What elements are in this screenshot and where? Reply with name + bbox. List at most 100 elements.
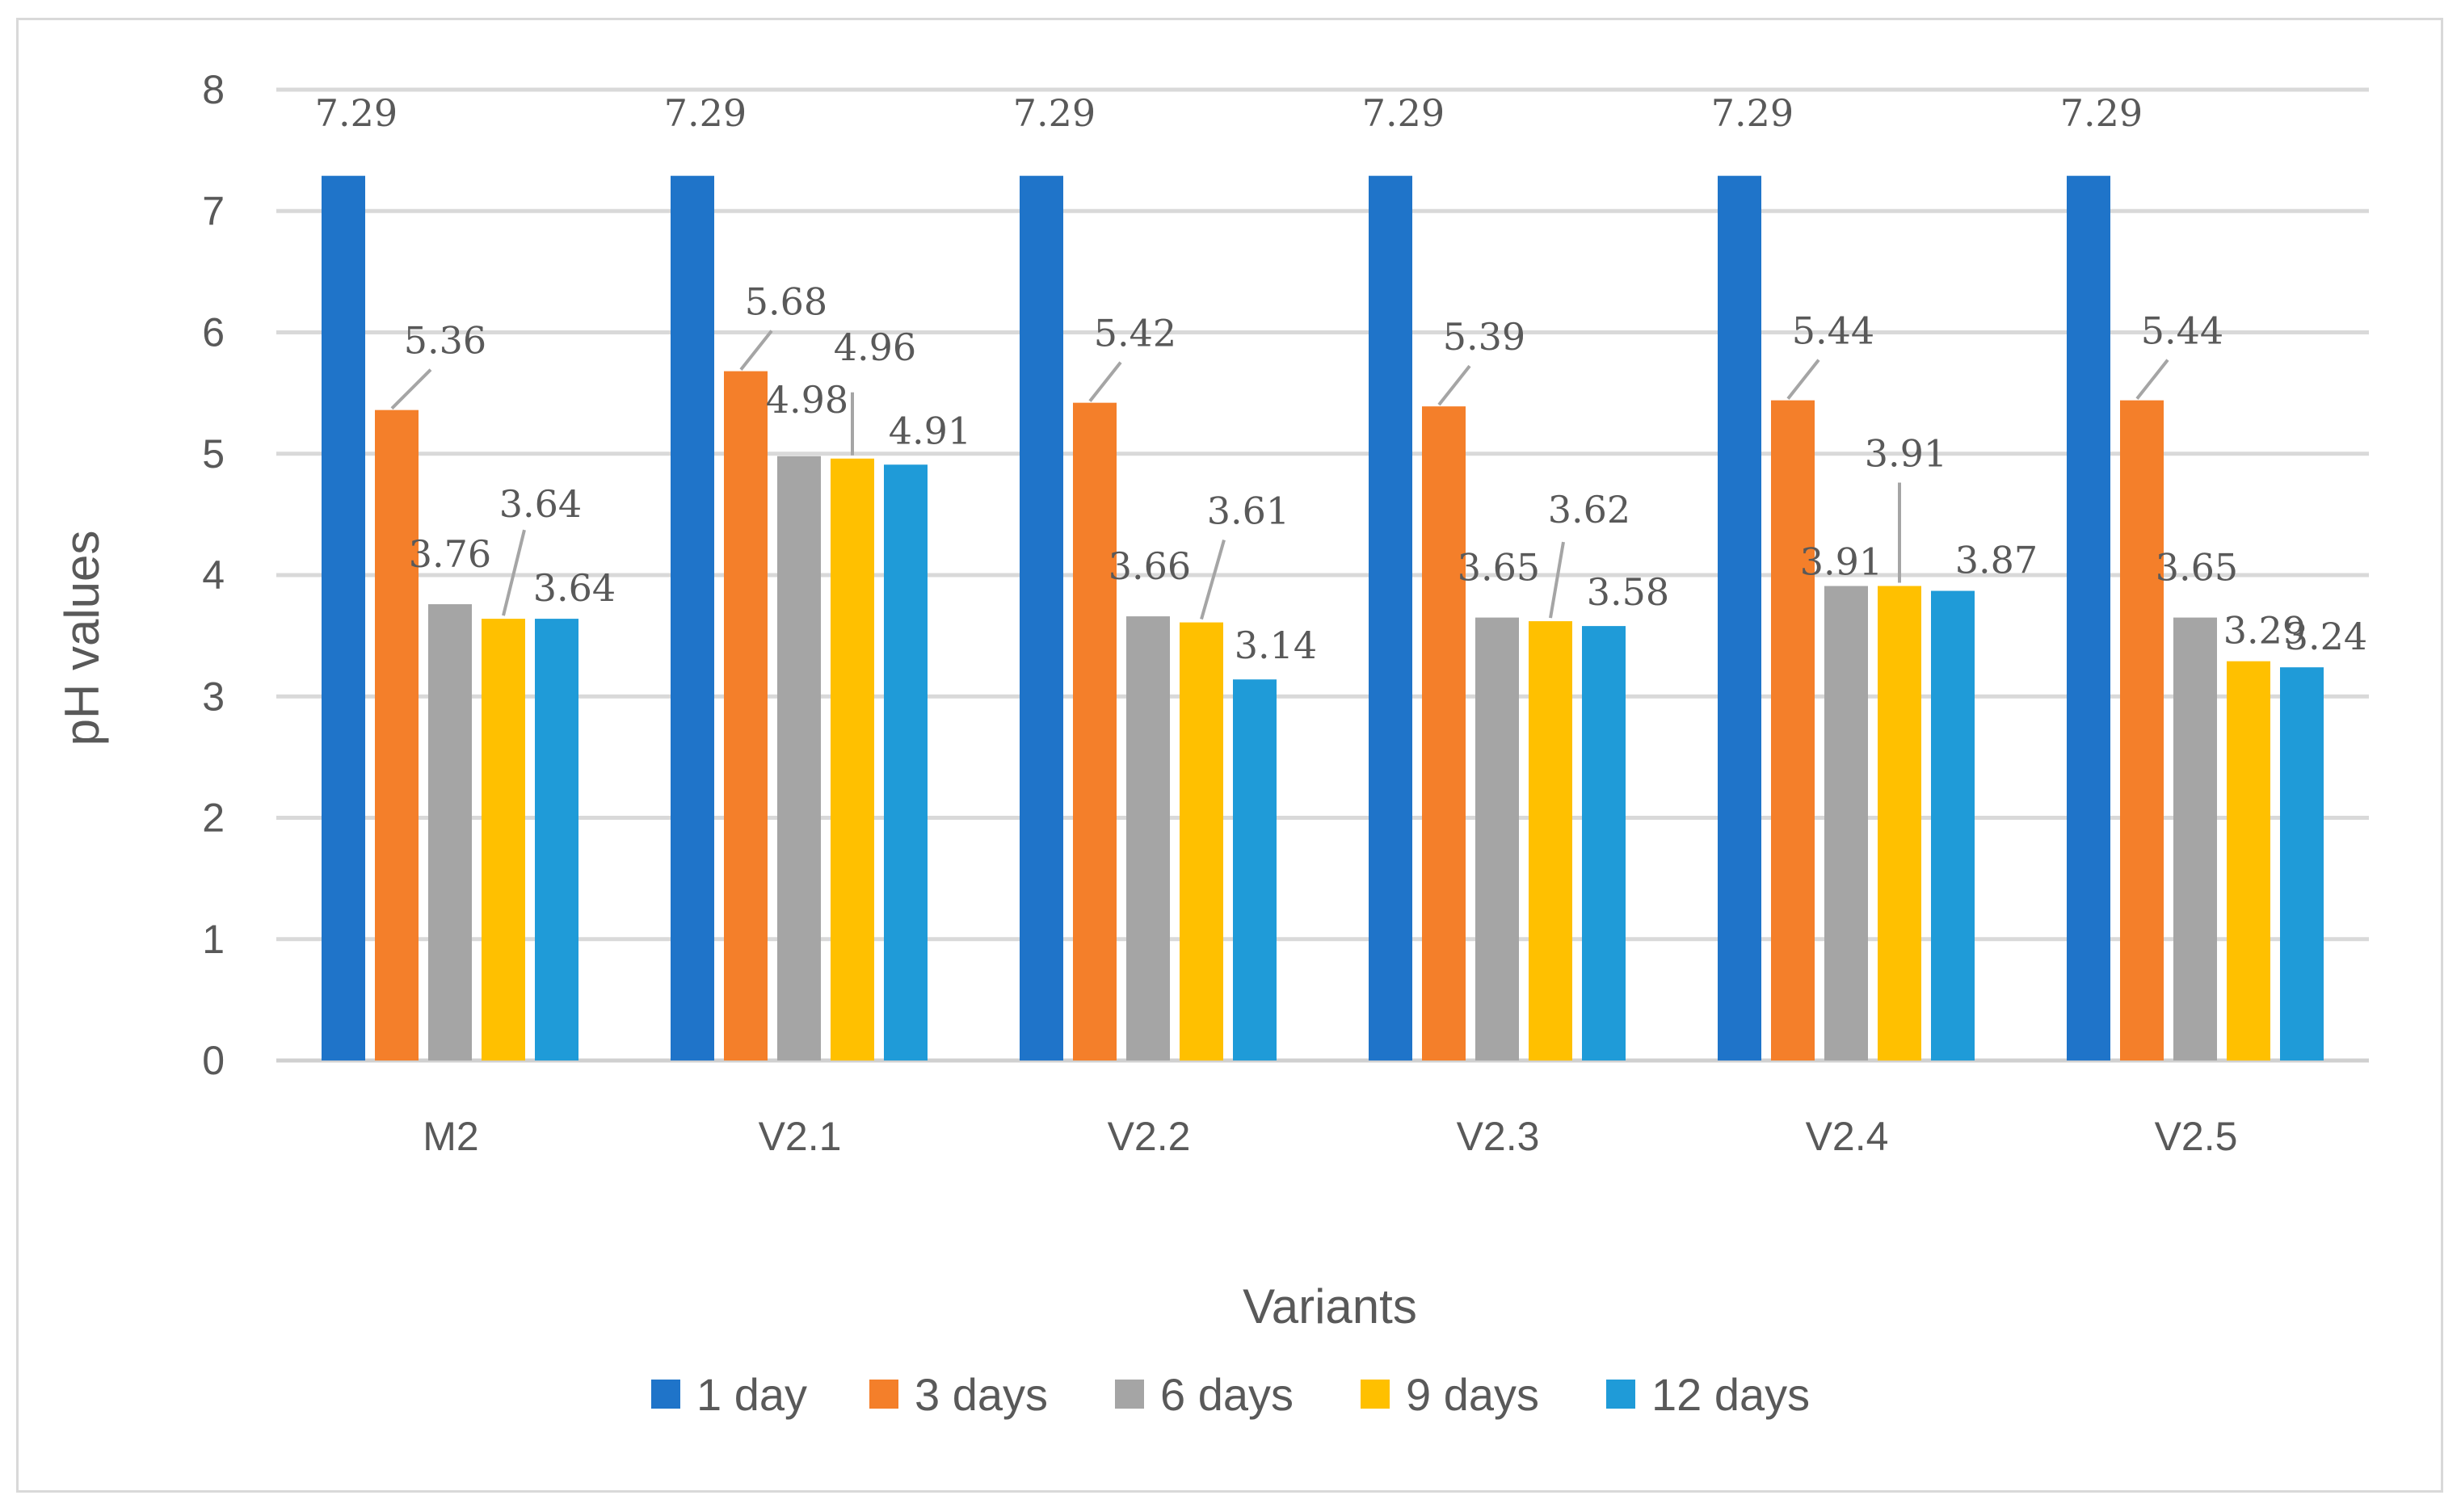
bar-V2.2-12-days xyxy=(1233,679,1277,1060)
data-label: 3.65 xyxy=(2156,546,2238,590)
bar-V2.2-1-day xyxy=(1020,175,1063,1061)
gridlines xyxy=(276,87,2369,1063)
data-label: 3.91 xyxy=(1800,540,1883,584)
x-tick-label: V2.5 xyxy=(2155,1114,2238,1159)
bar-V2.2-9-days xyxy=(1180,622,1223,1060)
leader-line xyxy=(1088,361,1122,402)
bar-V2.3-9-days xyxy=(1529,621,1572,1060)
leader-line xyxy=(1786,359,1820,400)
data-label: 3.65 xyxy=(1458,546,1540,590)
leader-line xyxy=(1437,364,1471,406)
bar-V2.5-1-day xyxy=(2067,175,2110,1061)
data-label: 3.14 xyxy=(1235,624,1317,667)
bar-V2.1-6-days xyxy=(777,456,821,1060)
y-tick-label: 0 xyxy=(202,1038,225,1083)
bar-V2.1-1-day xyxy=(671,175,714,1061)
leader-line xyxy=(2135,359,2169,400)
bar-V2.4-6-days xyxy=(1824,586,1868,1060)
bar-M2-12-days xyxy=(535,619,578,1060)
data-label: 3.66 xyxy=(1109,544,1191,588)
data-label: 3.58 xyxy=(1587,570,1669,614)
bar-V2.1-3-days xyxy=(724,371,768,1061)
legend-label: 1 day xyxy=(696,1369,807,1420)
label-leader-lines xyxy=(390,330,2169,620)
legend-swatch xyxy=(1115,1380,1144,1409)
y-axis-ticks: 0 1 2 3 4 5 6 7 8 xyxy=(202,67,225,1083)
leader-line xyxy=(739,330,773,371)
bar-V2.5-6-days xyxy=(2173,617,2217,1060)
data-label: 3.24 xyxy=(2285,615,2367,658)
data-label: 7.29 xyxy=(1362,91,1445,135)
bar-V2.1-9-days xyxy=(831,458,874,1060)
legend-swatch xyxy=(869,1380,898,1409)
data-label: 5.44 xyxy=(2141,309,2223,353)
data-label: 7.29 xyxy=(664,91,747,135)
bar-V2.5-3-days xyxy=(2120,400,2164,1060)
data-label: 3.29 xyxy=(2223,609,2306,653)
bar-M2-1-day xyxy=(322,175,365,1061)
bar-V2.4-9-days xyxy=(1878,586,1921,1060)
bar-M2-3-days xyxy=(375,410,419,1060)
bar-V2.4-1-day xyxy=(1718,175,1761,1061)
leader-line xyxy=(390,368,432,410)
x-tick-label: V2.4 xyxy=(1806,1114,1889,1159)
y-tick-label: 8 xyxy=(202,67,225,112)
bar-V2.3-3-days xyxy=(1422,406,1466,1061)
bar-V2.2-6-days xyxy=(1126,616,1170,1060)
legend: 1 day 3 days 6 days 9 days 12 days xyxy=(651,1369,1810,1420)
data-label: 7.29 xyxy=(315,91,398,135)
y-tick-label: 7 xyxy=(202,188,225,233)
x-tick-label: V2.1 xyxy=(759,1114,842,1159)
bar-V2.1-12-days xyxy=(884,464,928,1060)
legend-label: 3 days xyxy=(915,1369,1048,1420)
legend-label: 9 days xyxy=(1406,1369,1539,1420)
leader-line xyxy=(1200,540,1226,620)
data-label: 5.36 xyxy=(404,319,486,363)
data-labels: 7.295.363.763.643.647.295.684.984.964.91… xyxy=(315,91,2367,667)
legend-swatch xyxy=(1361,1380,1390,1409)
bars xyxy=(322,175,2324,1061)
data-label: 5.44 xyxy=(1792,309,1874,353)
bar-V2.4-3-days xyxy=(1771,400,1815,1060)
data-label: 3.87 xyxy=(1955,539,2038,582)
data-label: 3.91 xyxy=(1865,432,1947,476)
bar-V2.2-3-days xyxy=(1073,402,1117,1060)
chart-frame xyxy=(16,18,2443,1493)
x-tick-label: V2.3 xyxy=(1457,1114,1540,1159)
data-label: 7.29 xyxy=(2060,91,2143,135)
data-label: 3.76 xyxy=(409,532,491,576)
leader-line xyxy=(1549,541,1565,619)
legend-label: 6 days xyxy=(1160,1369,1294,1420)
data-label: 4.96 xyxy=(834,326,916,369)
bar-V2.3-1-day xyxy=(1369,175,1412,1061)
y-tick-label: 1 xyxy=(202,917,225,962)
data-label: 5.68 xyxy=(745,280,827,324)
y-tick-label: 2 xyxy=(202,796,225,841)
data-label: 3.64 xyxy=(533,566,616,610)
y-tick-label: 5 xyxy=(202,431,225,477)
bar-V2.5-12-days xyxy=(2280,667,2324,1060)
y-tick-label: 4 xyxy=(202,552,225,598)
data-label: 5.39 xyxy=(1443,315,1525,359)
bar-M2-9-days xyxy=(482,619,525,1060)
bar-V2.4-12-days xyxy=(1931,590,1975,1060)
y-tick-label: 3 xyxy=(202,674,225,719)
y-axis-title: pH values xyxy=(55,531,109,746)
legend-label: 12 days xyxy=(1651,1369,1810,1420)
leader-line xyxy=(502,529,526,616)
legend-swatch xyxy=(651,1380,680,1409)
x-axis-title: Variants xyxy=(1243,1279,1417,1334)
x-tick-label: M2 xyxy=(423,1114,478,1159)
data-label: 7.29 xyxy=(1013,91,1096,135)
data-label: 4.91 xyxy=(889,409,971,452)
bar-V2.5-9-days xyxy=(2227,661,2270,1060)
legend-swatch xyxy=(1606,1380,1635,1409)
data-label: 3.61 xyxy=(1207,489,1289,533)
data-label: 4.98 xyxy=(766,378,848,422)
bar-V2.3-6-days xyxy=(1475,617,1519,1060)
data-label: 7.29 xyxy=(1711,91,1794,135)
y-tick-label: 6 xyxy=(202,310,225,355)
data-label: 5.42 xyxy=(1094,312,1176,355)
bar-M2-6-days xyxy=(428,604,472,1060)
data-label: 3.62 xyxy=(1548,488,1630,531)
